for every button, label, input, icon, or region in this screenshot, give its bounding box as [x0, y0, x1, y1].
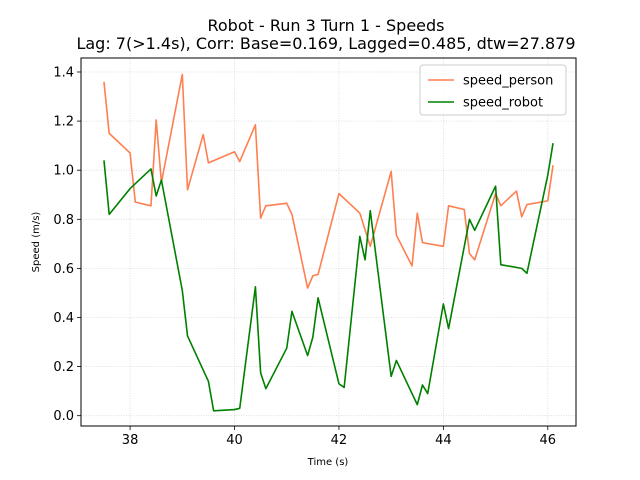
legend-box [419, 64, 567, 116]
y-tick-label: 1.0 [53, 164, 74, 179]
y-tick-label: 0.4 [53, 311, 74, 326]
chart-subtitle: Lag: 7(>1.4s), Corr: Base=0.169, Lagged=… [76, 34, 575, 53]
y-axis-label: Speed (m/s) [31, 212, 42, 273]
x-tick-label: 40 [226, 433, 243, 448]
y-tick-label: 0.2 [53, 360, 74, 375]
x-axis-label: Time (s) [307, 457, 349, 468]
x-tick-label: 42 [331, 433, 348, 448]
y-tick-label: 0.0 [53, 409, 74, 424]
grid [81, 58, 576, 426]
series-line-speed-person [103, 73, 554, 289]
plot-series [103, 73, 554, 412]
y-axis: 0.0 0.2 0.4 0.6 0.8 1.0 1.2 1.4 [53, 65, 81, 424]
x-tick-label: 46 [540, 433, 557, 448]
x-axis: 38 40 42 44 46 [122, 426, 556, 448]
legend: speed_person speed_robot [419, 64, 567, 116]
y-tick-label: 1.2 [53, 115, 74, 130]
chart-title: Robot - Run 3 Turn 1 - Speeds [207, 16, 444, 35]
legend-entry: speed_robot [463, 96, 543, 111]
y-tick-label: 0.8 [53, 213, 74, 228]
legend-entry: speed_person [463, 74, 553, 89]
x-tick-label: 44 [435, 433, 452, 448]
y-tick-label: 0.6 [53, 262, 74, 277]
plot-frame [80, 57, 577, 427]
y-tick-label: 1.4 [53, 65, 74, 80]
x-tick-label: 38 [122, 433, 139, 448]
series-line-speed-robot [103, 143, 554, 412]
